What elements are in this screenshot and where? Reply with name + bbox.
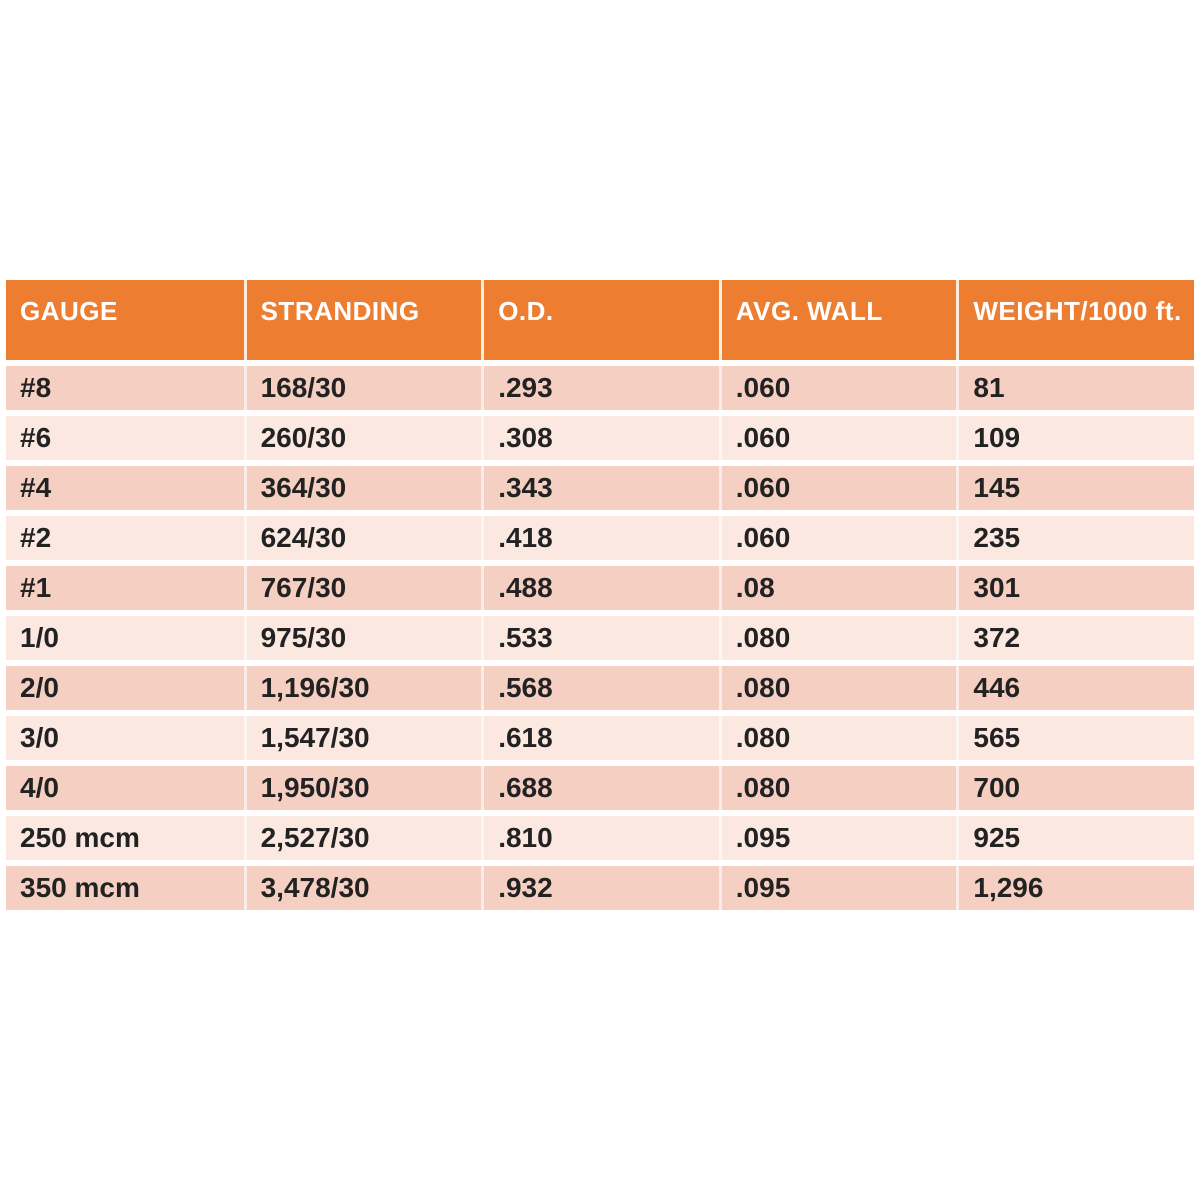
table-cell: .080 [718,666,957,710]
table-cell: 109 [956,416,1194,460]
table-row: 2/0 1,196/30.568.080 446 [6,666,1194,710]
table-header-row: GAUGE STRANDING O.D. AVG. WALL WEIGHT/10… [6,280,1194,360]
table-cell: 767/30 [243,566,482,610]
table-cell: 350 mcm [20,872,140,903]
table-cell: .308 [481,416,719,460]
column-header-gauge: GAUGE [20,296,118,326]
table-cell: 364/30 [243,466,482,510]
table-cell: 235 [956,516,1194,560]
table-cell: 3,478/30 [243,866,482,910]
table-cell: 2,527/30 [243,816,482,860]
table-cell: .810 [481,816,719,860]
table-cell: .060 [718,466,957,510]
table-cell: .060 [718,416,957,460]
table-cell: .080 [718,766,957,810]
column-header-avg-wall: AVG. WALL [718,280,957,360]
table-row: #8 168/30.293.060 81 [6,366,1194,410]
table-cell: .618 [481,716,719,760]
table-cell: .060 [718,516,957,560]
table-cell: 1,950/30 [243,766,482,810]
table-cell: .343 [481,466,719,510]
wire-spec-table: GAUGE STRANDING O.D. AVG. WALL WEIGHT/10… [6,280,1194,910]
table-cell: .080 [718,616,957,660]
table-cell: 925 [956,816,1194,860]
table-row: #1 767/30.488.08 301 [6,566,1194,610]
table-cell: .08 [718,566,957,610]
table-cell: #1 [20,572,52,603]
table-cell: .080 [718,716,957,760]
table-cell: 1,547/30 [243,716,482,760]
column-header-od: O.D. [481,280,719,360]
table-cell: .932 [481,866,719,910]
table-cell: 4/0 [20,772,59,803]
table-row: #4 364/30.343.060 145 [6,466,1194,510]
table-row: 350 mcm 3,478/30.932.095 1,296 [6,866,1194,910]
table-cell: #6 [20,422,52,453]
table-cell: 1,296 [956,866,1194,910]
table-body: #8 168/30.293.060 81 #6 260/30.308.060 109 #4 3… [6,366,1194,910]
table-cell: .488 [481,566,719,610]
table-cell: 624/30 [243,516,482,560]
table-row: #6 260/30.308.060 109 [6,416,1194,460]
table-row: 250 mcm 2,527/30.810.095 925 [6,816,1194,860]
table-cell: 2/0 [20,672,59,703]
table-row: 3/0 1,547/30.618.080 565 [6,716,1194,760]
table-cell: .293 [481,366,719,410]
table-cell: .095 [718,816,957,860]
table-cell: 700 [956,766,1194,810]
table-cell: #8 [20,372,52,403]
column-header-weight: WEIGHT/1000 ft. [956,280,1194,360]
table-cell: 168/30 [243,366,482,410]
column-header-stranding: STRANDING [243,280,482,360]
table-row: 1/0 975/30.533.080 372 [6,616,1194,660]
table-cell: 975/30 [243,616,482,660]
table-cell: .533 [481,616,719,660]
table-cell: .095 [718,866,957,910]
table-cell: .688 [481,766,719,810]
table-cell: 81 [956,366,1194,410]
table-cell: 301 [956,566,1194,610]
table-row: #2 624/30.418.060 235 [6,516,1194,560]
table-cell: #2 [20,522,52,553]
table-cell: .418 [481,516,719,560]
table-cell: 372 [956,616,1194,660]
table-cell: .060 [718,366,957,410]
table-cell: 1/0 [20,622,59,653]
table-cell: 250 mcm [20,822,140,853]
table-cell: 446 [956,666,1194,710]
table-cell: .568 [481,666,719,710]
table-cell: 3/0 [20,722,59,753]
table-cell: 260/30 [243,416,482,460]
table-cell: 1,196/30 [243,666,482,710]
table-cell: 145 [956,466,1194,510]
table-cell: #4 [20,472,52,503]
table-cell: 565 [956,716,1194,760]
table-row: 4/0 1,950/30.688.080 700 [6,766,1194,810]
